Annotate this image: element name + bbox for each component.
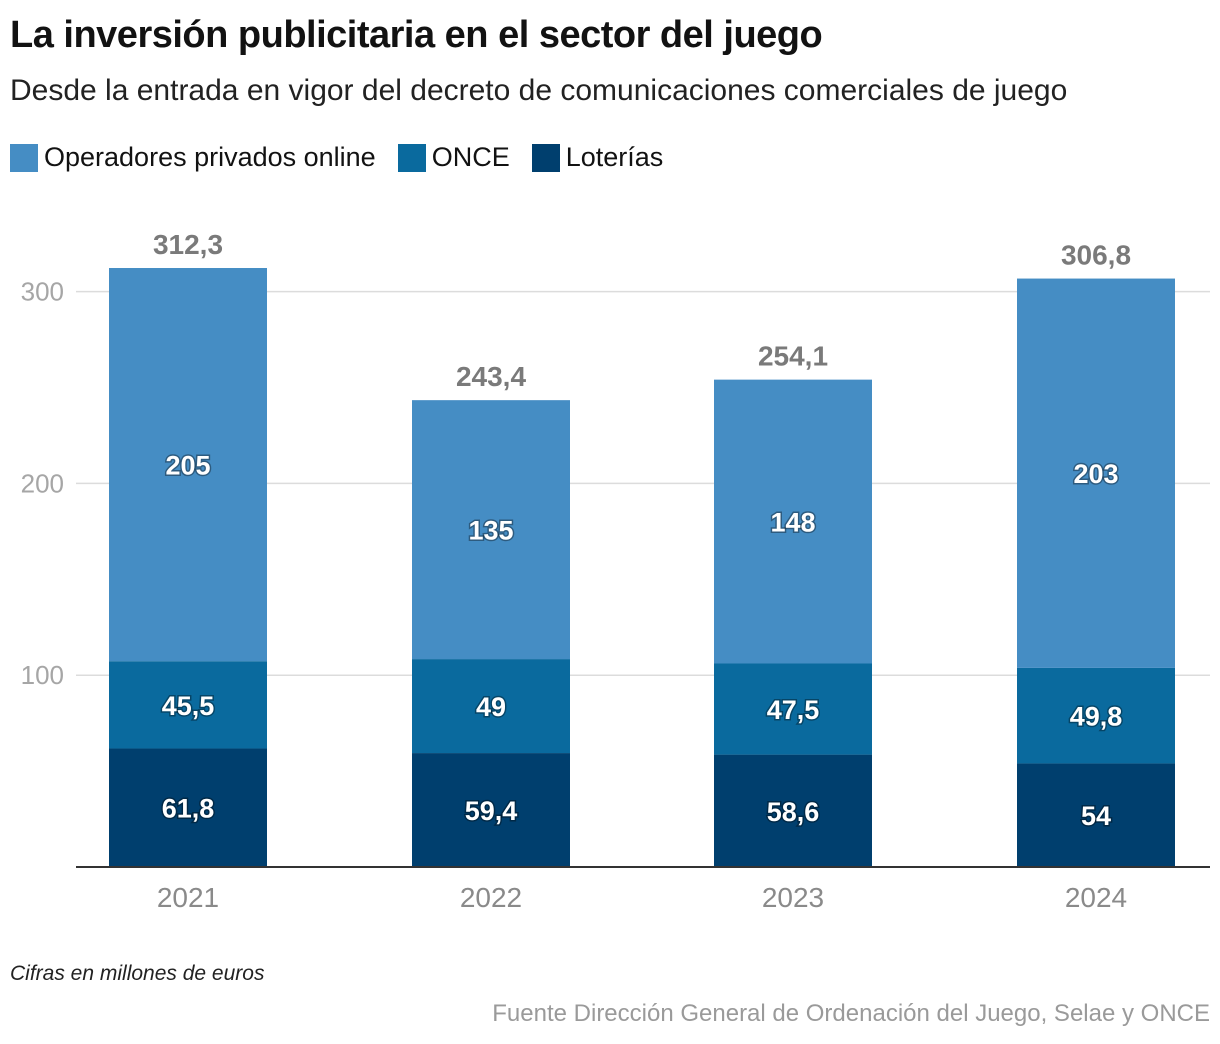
bar-value-label-2023-1: 47,5 [767,695,820,725]
legend-item-loterias: Loterías [531,142,664,173]
bar-value-label-2022-2: 135 [468,516,513,546]
bar-2024-operadores-privados-online [1017,278,1175,668]
bar-value-label-2021-2: 205 [165,451,210,481]
stacked-bar-chart: 100 200 300 61,8 45,5 205 312,3 2021 59,4 49 135 24… [21,229,1210,913]
bar-2021-loterías [109,748,267,867]
legend-swatch-once [397,143,426,172]
bar-2023-operadores-privados-online [714,379,872,664]
legend-item-operadores: Operadores privados online [10,142,376,173]
legend-item-once: ONCE [397,142,510,173]
bar-2022-operadores-privados-online [412,400,570,660]
legend-swatch-operadores [10,143,38,172]
bar-2023-loterías [714,754,872,867]
x-tick-label-2021: 2021 [157,882,219,913]
bar-2021-operadores-privados-online [109,268,267,662]
bar-value-label-2024-1: 49,8 [1070,702,1123,732]
chart-subtitle: Desde la entrada en vigor del decreto de… [10,74,1068,107]
bar-2024-once [1017,667,1175,764]
legend-swatch-loterias [531,143,560,172]
total-label-2021: 312,3 [153,229,223,260]
x-tick-label-2024: 2024 [1065,882,1127,913]
bar-2023-once [714,663,872,755]
y-tick-label-300: 300 [21,277,64,307]
bar-value-label-2021-0: 61,8 [162,794,215,824]
legend-label-operadores: Operadores privados online [44,142,376,172]
chart-title: La inversión publicitaria en el sector d… [10,14,823,56]
legend: Operadores privados online ONCE Loterías [10,142,685,173]
bar-value-label-2022-0: 59,4 [465,796,518,826]
bar-value-label-2023-2: 148 [770,508,815,538]
bar-value-label-2021-1: 45,5 [162,691,215,721]
total-label-2024: 306,8 [1061,240,1131,271]
legend-label-once: ONCE [431,142,510,172]
x-tick-label-2022: 2022 [460,882,522,913]
legend-label-loterias: Loterías [565,142,664,172]
bar-2022-loterías [412,753,570,867]
total-label-2023: 254,1 [758,341,828,372]
bar-2021-once [109,661,267,749]
bar-2024-loterías [1017,763,1175,867]
bar-value-label-2024-0: 54 [1081,801,1111,831]
bar-2022-once [412,659,570,754]
units-note: Cifras en millones de euros [10,962,265,985]
y-tick-label-200: 200 [21,468,64,498]
bar-value-label-2024-2: 203 [1073,459,1118,489]
bar-value-label-2022-1: 49 [476,692,506,722]
total-label-2022: 243,4 [456,361,526,392]
bar-value-label-2023-0: 58,6 [767,797,820,827]
y-tick-label-100: 100 [21,660,64,690]
source-note: Fuente Dirección General de Ordenación d… [492,1000,1210,1027]
x-tick-label-2023: 2023 [762,882,824,913]
